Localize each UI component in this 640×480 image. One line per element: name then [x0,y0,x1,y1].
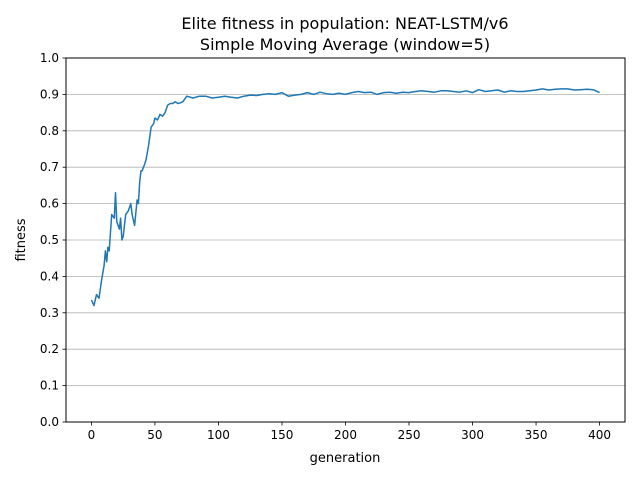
x-tick-label: 400 [588,428,611,442]
y-tick-label: 0.2 [40,342,59,356]
y-axis-ticks: 0.0 0.1 0.2 0.3 0.4 0.5 0.6 0.7 0.8 0.9 1.0 [40,51,66,429]
y-tick-label: 0.0 [40,415,59,429]
x-tick-label: 150 [271,428,294,442]
x-tick-label: 350 [525,428,548,442]
y-axis-label: fitness [14,218,29,261]
series-line [90,88,600,307]
series-group [90,88,600,307]
y-tick-label: 0.7 [40,160,59,174]
x-tick-label: 300 [461,428,484,442]
chart-subtitle: Simple Moving Average (window=5) [200,35,490,54]
x-tick-label: 0 [88,428,96,442]
x-tick-label: 250 [398,428,421,442]
y-tick-label: 0.5 [40,233,59,247]
y-tick-label: 0.1 [40,379,59,393]
y-tick-label: 1.0 [40,51,59,65]
y-tick-label: 0.9 [40,87,59,101]
y-tick-label: 0.4 [40,269,59,283]
x-tick-label: 100 [207,428,230,442]
y-tick-label: 0.3 [40,306,59,320]
x-axis-ticks: 0 50 100 150 200 250 300 350 400 [88,422,611,442]
y-tick-label: 0.6 [40,197,59,211]
x-tick-label: 200 [334,428,357,442]
chart-title: Elite fitness in population: NEAT-LSTM/v… [181,14,508,33]
gridlines [66,57,625,423]
x-tick-label: 50 [147,428,162,442]
x-axis-label: generation [310,451,381,466]
y-tick-label: 0.8 [40,124,59,138]
